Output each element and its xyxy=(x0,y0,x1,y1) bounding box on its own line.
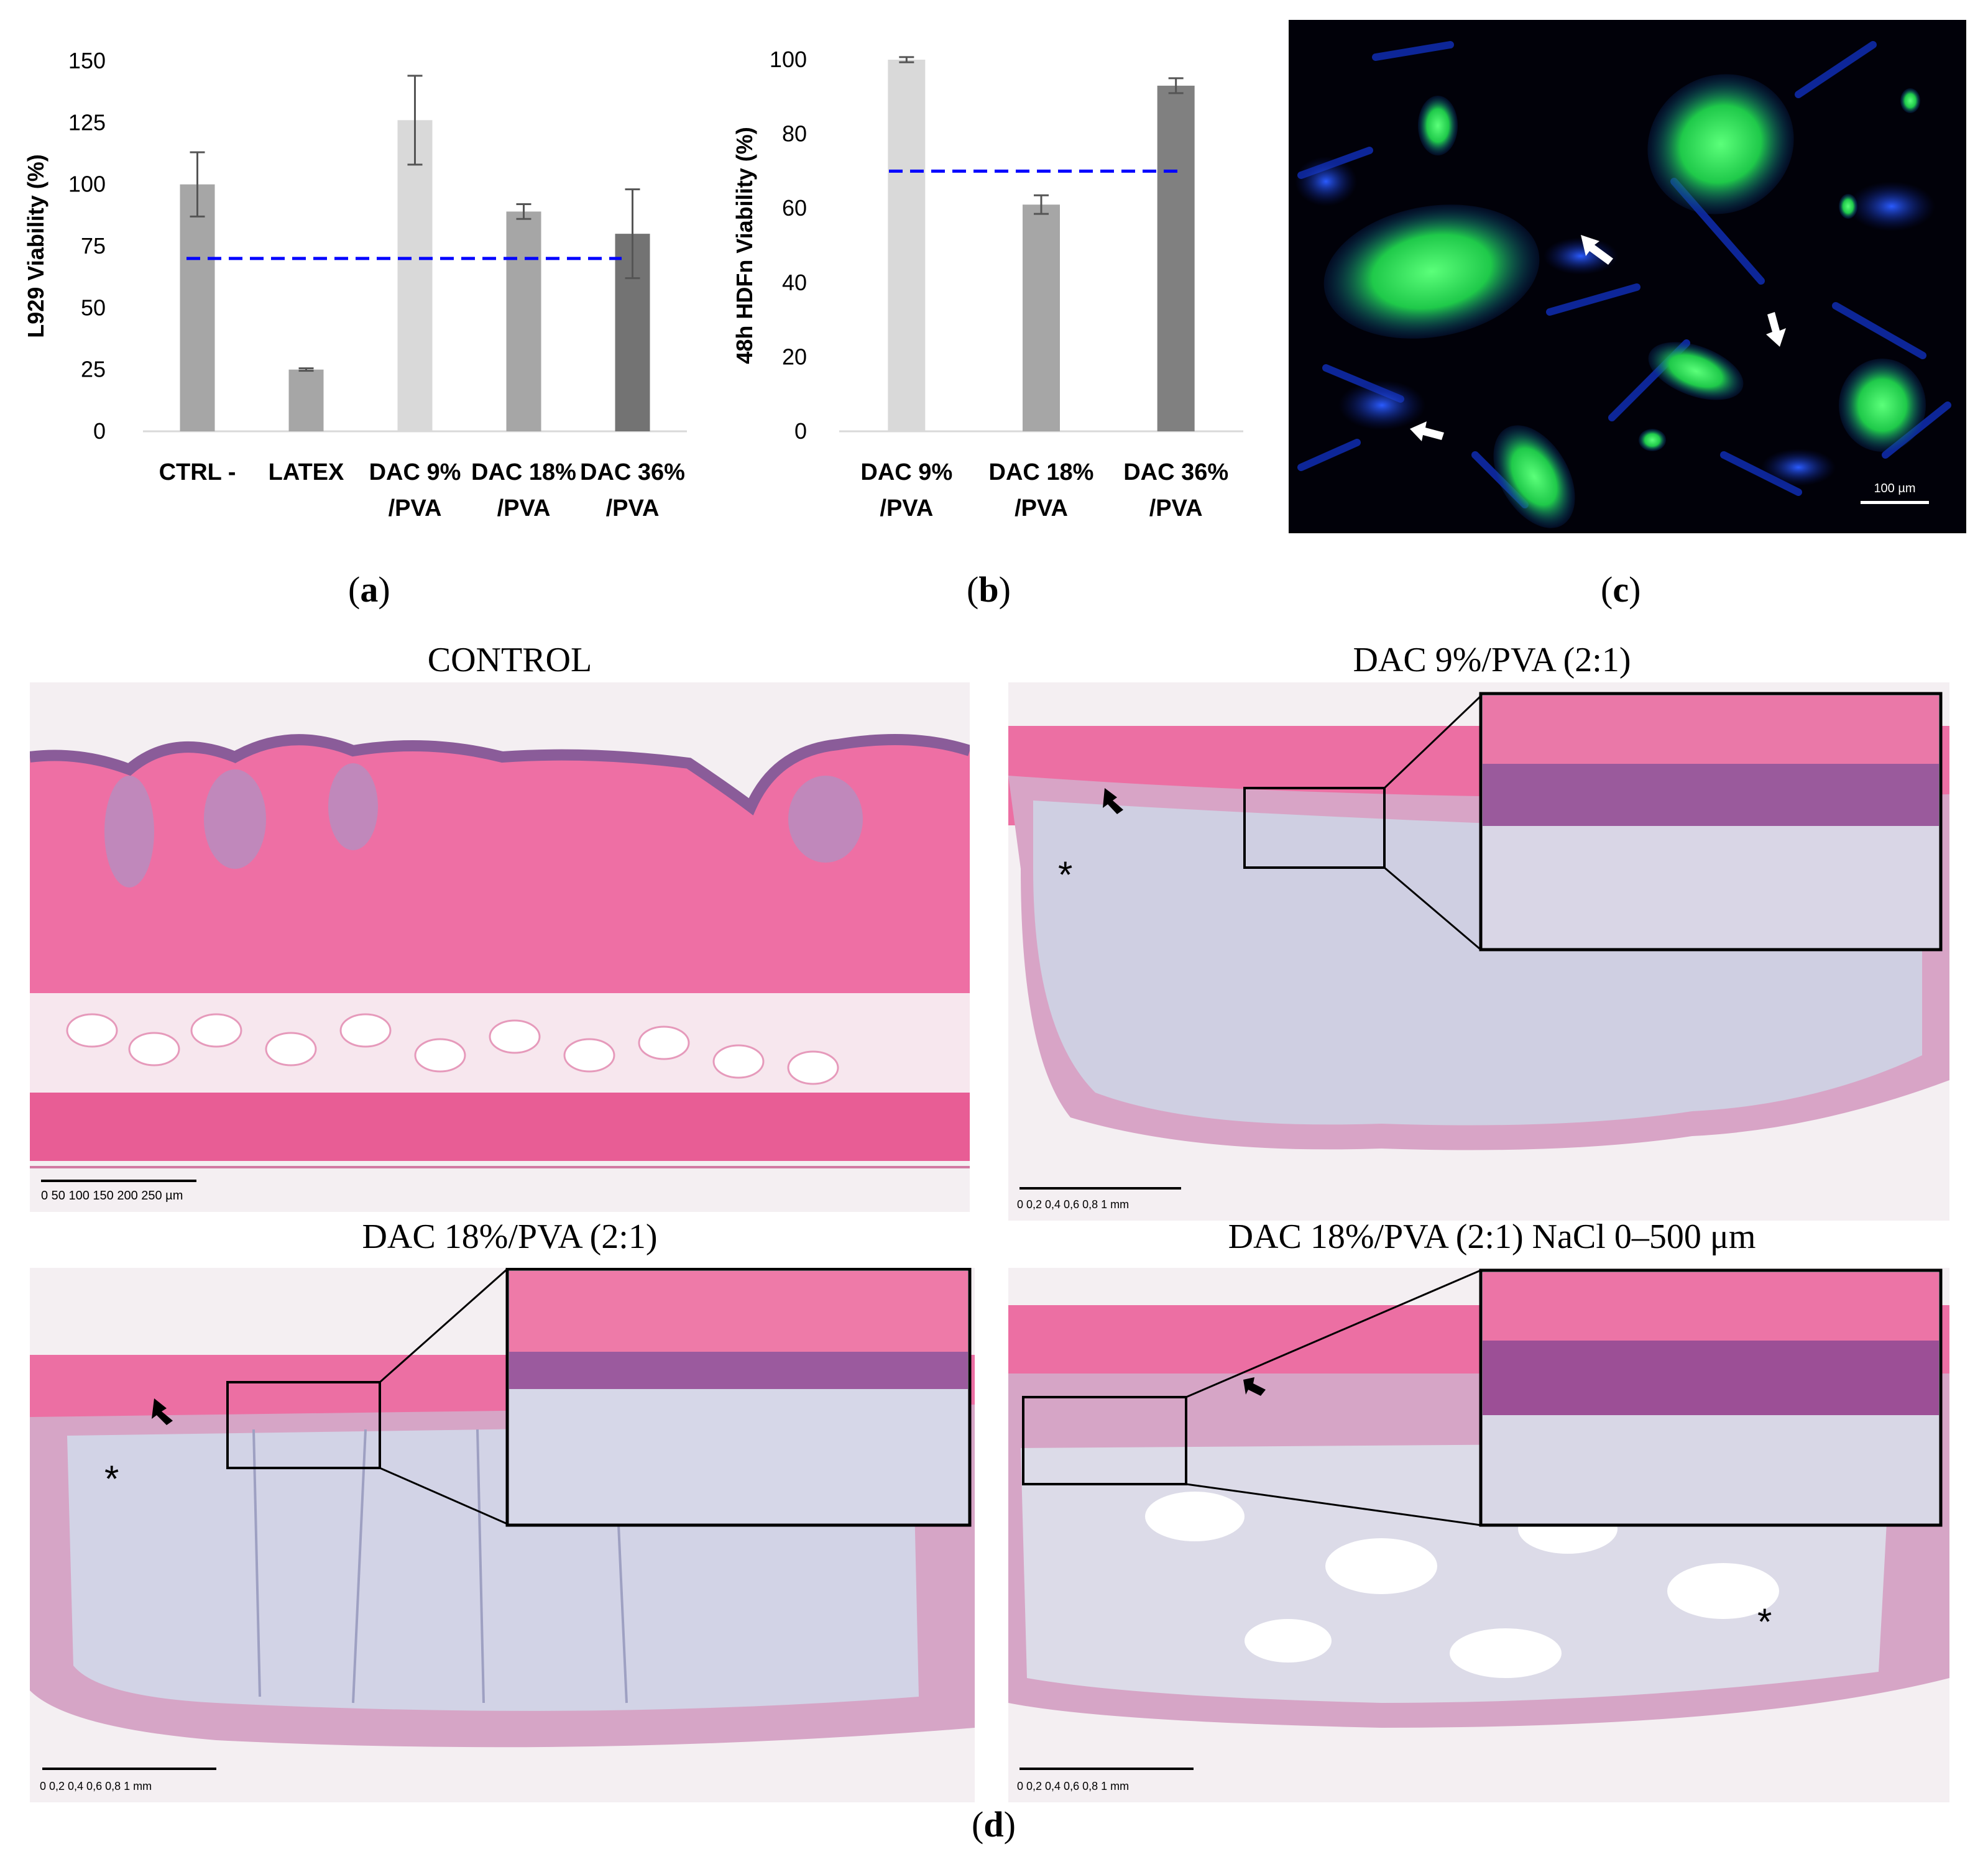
x-tick-label: DAC 18% xyxy=(989,459,1094,485)
scale-bar-label: 100 µm xyxy=(1874,482,1915,495)
bar xyxy=(888,60,926,431)
asterisk-marker: * xyxy=(1058,854,1072,896)
x-tick-label: /PVA xyxy=(1149,495,1203,521)
y-tick-label: 50 xyxy=(81,295,106,320)
bar xyxy=(1023,204,1060,431)
bar xyxy=(180,184,215,431)
panel-label-c: (c) xyxy=(1601,569,1641,610)
x-tick-label: /PVA xyxy=(497,495,551,521)
x-tick-label: /PVA xyxy=(389,495,442,521)
arrow-marker xyxy=(1103,788,1123,814)
y-tick-label: 100 xyxy=(770,47,807,72)
bar xyxy=(397,120,433,432)
histology-title-dac18-nacl: DAC 18%/PVA (2:1) NaCl 0–500 μm xyxy=(1228,1218,1756,1256)
histology-dac18-nacl-image: * 0 0,2 0,4 0,6 0,8 1 mm xyxy=(1008,1268,1949,1802)
asterisk-marker: * xyxy=(1757,1601,1772,1643)
y-tick-label: 40 xyxy=(782,270,807,295)
histology-dac9-image: * 0 0,2 0,4 0,6 0,8 1 mm xyxy=(1008,682,1949,1221)
histology-title-control: CONTROL xyxy=(427,641,592,679)
zoom-inset xyxy=(1479,1268,1943,1527)
y-axis-label: 48h HDFn Viability (%) xyxy=(732,127,757,364)
scale-bar-label-dac18-nacl: 0 0,2 0,4 0,6 0,8 1 mm xyxy=(1017,1780,1129,1792)
x-tick-label: DAC 9% xyxy=(860,459,952,485)
x-tick-label: /PVA xyxy=(606,495,660,521)
chart-b-hdfn-viability: 0 20 40 60 80 100 48h HDFn Viability (%) DAC 9%… xyxy=(732,47,1243,521)
zoom-box xyxy=(226,1381,381,1469)
x-tick-label: LATEX xyxy=(269,459,344,485)
asterisk-marker: * xyxy=(104,1458,119,1500)
histology-title-dac18: DAC 18%/PVA (2:1) xyxy=(362,1218,658,1256)
x-tick-label: DAC 36% xyxy=(580,459,685,485)
arrow-marker xyxy=(152,1398,173,1425)
bar xyxy=(506,211,541,431)
y-tick-label: 0 xyxy=(93,418,106,444)
y-axis-label: L929 Viability (%) xyxy=(23,154,48,337)
x-tick-label: /PVA xyxy=(880,495,933,521)
panel-label-d: (d) xyxy=(972,1804,1016,1845)
y-tick-label: 60 xyxy=(782,195,807,221)
histology-title-dac9: DAC 9%/PVA (2:1) xyxy=(1353,641,1631,679)
scale-bar-label-dac18: 0 0,2 0,4 0,6 0,8 1 mm xyxy=(40,1780,152,1792)
y-tick-label: 0 xyxy=(794,418,807,444)
x-tick-label: CTRL - xyxy=(159,459,236,485)
x-tick-label: DAC 9% xyxy=(369,459,461,485)
x-tick-label: DAC 36% xyxy=(1123,459,1228,485)
arrow-marker xyxy=(1243,1377,1266,1396)
x-tick-label: DAC 18% xyxy=(471,459,576,485)
zoom-inset xyxy=(505,1268,972,1527)
y-tick-label: 75 xyxy=(81,233,106,259)
panel-label-a: (a) xyxy=(348,569,390,610)
zoom-box xyxy=(1022,1396,1187,1485)
panel-label-b: (b) xyxy=(967,569,1011,610)
x-tick-label: /PVA xyxy=(1015,495,1068,521)
fluorescence-micrograph: 100 µm xyxy=(1289,20,1966,533)
zoom-box xyxy=(1243,787,1386,869)
scale-bar-label-dac9: 0 0,2 0,4 0,6 0,8 1 mm xyxy=(1017,1198,1129,1211)
y-tick-label: 20 xyxy=(782,344,807,369)
scale-bar-label-control: 0 50 100 150 200 250 µm xyxy=(41,1189,183,1203)
zoom-inset xyxy=(1479,692,1943,952)
chart-a-l929-viability: 0 25 50 75 100 125 150 L929 Viability (%) CTRL -… xyxy=(23,48,687,521)
bar xyxy=(1157,85,1195,432)
scale-bar xyxy=(1861,501,1929,504)
histology-control-image: 0 50 100 150 200 250 µm xyxy=(30,682,970,1212)
y-tick-label: 125 xyxy=(68,109,106,135)
y-tick-label: 150 xyxy=(68,48,106,73)
y-tick-label: 100 xyxy=(68,172,106,197)
histology-dac18-image: * 0 0,2 0,4 0,6 0,8 1 mm xyxy=(30,1268,975,1802)
y-tick-label: 80 xyxy=(782,121,807,147)
bar xyxy=(288,369,324,431)
y-tick-label: 25 xyxy=(81,357,106,382)
